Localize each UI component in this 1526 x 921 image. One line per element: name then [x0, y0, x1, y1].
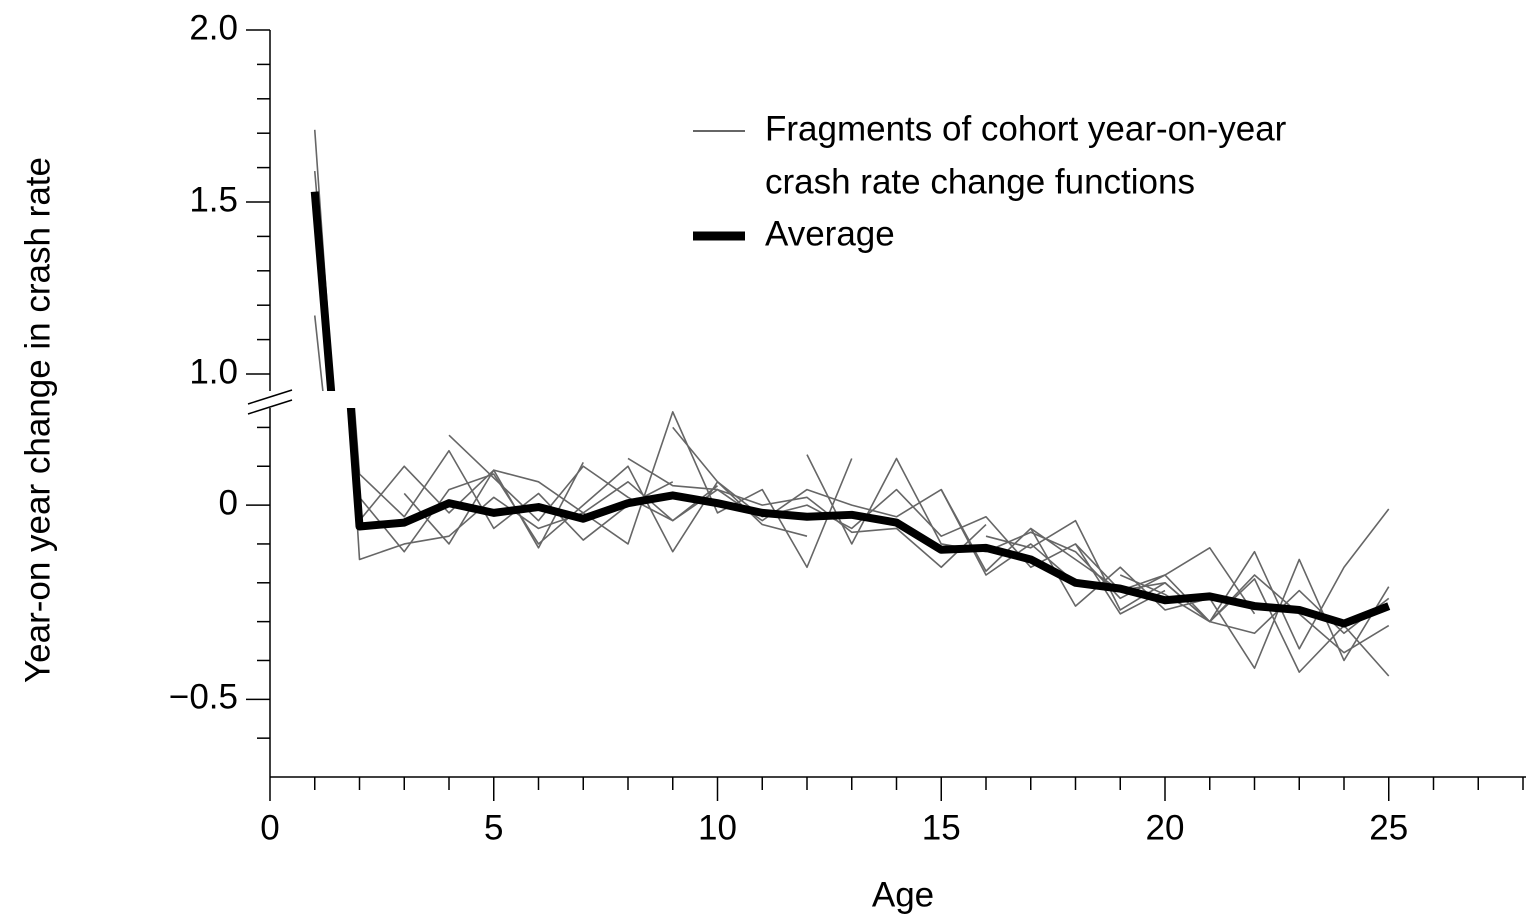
y-tick-label: 2.0 [189, 8, 238, 47]
y-tick-label: 1.5 [189, 180, 238, 219]
plot-area [310, 129, 1391, 863]
x-tick-label: 0 [260, 808, 279, 847]
fragment-line [807, 673, 1255, 814]
x-tick-label: 15 [922, 808, 961, 847]
legend-label: crash rate change functions [765, 162, 1195, 201]
fragment-line [404, 635, 852, 773]
fragment-line [1119, 574, 1390, 635]
legend-label: Average [765, 214, 895, 253]
fragment-line [313, 170, 335, 391]
legend-label: Fragments of cohort year-on-year [765, 109, 1287, 148]
axis-break [247, 399, 293, 415]
y-axis-title: Year-on year change in crash rate [18, 157, 57, 683]
fragment-line [353, 408, 674, 541]
fragment-line [360, 684, 808, 760]
y-tick-label: −0.5 [169, 678, 238, 717]
legend: Fragments of cohort year-on-year crash r… [693, 109, 1287, 253]
average-line [346, 408, 1391, 628]
fragment-line [985, 508, 1390, 650]
y-tick-label: 1.0 [189, 352, 238, 391]
x-axis-title: Age [872, 875, 934, 914]
fragment-line [1031, 739, 1389, 863]
fragment-line [313, 129, 334, 391]
fragment-line [1076, 752, 1389, 848]
x-tick-label: 5 [484, 808, 503, 847]
fragment-line [673, 649, 1165, 814]
x-tick-label: 20 [1146, 808, 1185, 847]
fragment-line [806, 454, 1256, 615]
axis-break [247, 389, 293, 405]
x-tick-label: 10 [698, 808, 737, 847]
fragment-line [940, 489, 1390, 677]
fragment-line [986, 721, 1389, 845]
x-tick-label: 25 [1369, 808, 1408, 847]
y-tick-label: 0 [219, 483, 238, 522]
fragment-line [627, 457, 1077, 584]
fragment-line [628, 677, 1076, 787]
fragment-line [449, 656, 986, 773]
